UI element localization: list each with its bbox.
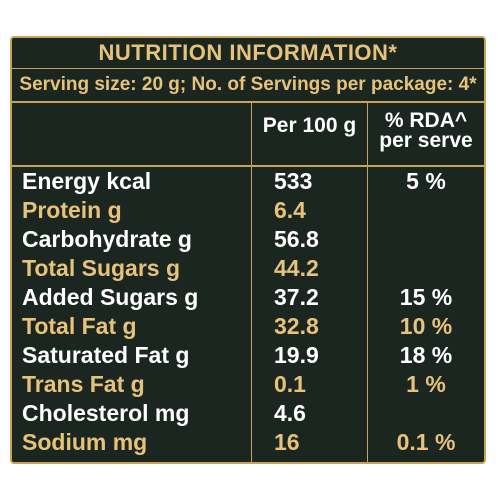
- nutrient-rda: 0.1 %: [396, 429, 456, 455]
- nutrient-rda: 15 %: [399, 284, 453, 310]
- nutrient-value: 16: [274, 429, 300, 455]
- table-header: Per 100 g % RDA^ per serve: [12, 103, 484, 167]
- nutrient-name: Total Sugars g: [22, 255, 181, 281]
- nutrient-rda: 10 %: [399, 313, 453, 339]
- nutrient-rda: 1 %: [406, 371, 446, 397]
- rda-header-line2: per serve: [379, 129, 473, 152]
- table-row: Sodium mg 16 0.1 %: [12, 428, 484, 457]
- nutrient-value: 32.8: [274, 313, 319, 339]
- nutrient-name: Sodium mg: [22, 429, 148, 455]
- column-divider: [251, 103, 252, 464]
- nutrient-value: 56.8: [274, 226, 319, 252]
- per-100g-header: Per 100 g: [262, 114, 357, 137]
- nutrient-value: 4.6: [274, 400, 306, 426]
- nutrient-value: 19.9: [274, 342, 319, 368]
- table-row: Added Sugars g 37.2 15 %: [12, 283, 484, 312]
- table-row: Saturated Fat g 19.9 18 %: [12, 341, 484, 370]
- nutrient-name: Protein g: [22, 197, 122, 223]
- nutrient-rda: 18 %: [399, 342, 453, 368]
- nutrient-value: 37.2: [274, 284, 319, 310]
- table-row: Total Fat g 32.8 10 %: [12, 312, 484, 341]
- nutrient-rows: Energy kcal 533 5 % Protein g 6.4 Carboh…: [12, 167, 484, 457]
- nutrient-name: Cholesterol mg: [22, 400, 190, 426]
- table-row: Total Sugars g 44.2: [12, 254, 484, 283]
- nutrient-name: Trans Fat g: [22, 371, 145, 397]
- nutrient-value: 0.1: [274, 371, 306, 397]
- column-divider: [367, 103, 368, 464]
- nutrition-panel: NUTRITION INFORMATION* Serving size: 20 …: [10, 36, 486, 464]
- table-row: Cholesterol mg 4.6: [12, 399, 484, 428]
- nutrient-name: Total Fat g: [22, 313, 137, 339]
- nutrient-name: Energy kcal: [22, 168, 152, 194]
- serving-info: Serving size: 20 g; No. of Servings per …: [12, 69, 484, 103]
- rda-header-line1: % RDA^: [384, 109, 468, 132]
- nutrient-name: Added Sugars g: [22, 284, 199, 310]
- nutrient-value: 44.2: [274, 255, 319, 281]
- nutrient-value: 6.4: [274, 197, 306, 223]
- table-row: Carbohydrate g 56.8: [12, 225, 484, 254]
- nutrient-rda: 5 %: [406, 168, 446, 194]
- table-row: Trans Fat g 0.1 1 %: [12, 370, 484, 399]
- nutrient-value: 533: [274, 168, 313, 194]
- panel-title: NUTRITION INFORMATION*: [12, 38, 484, 69]
- rda-header: % RDA^ per serve: [368, 109, 484, 152]
- table-row: Protein g 6.4: [12, 196, 484, 225]
- nutrient-name: Carbohydrate g: [22, 226, 192, 252]
- table-row: Energy kcal 533 5 %: [12, 167, 484, 196]
- nutrient-name: Saturated Fat g: [22, 342, 190, 368]
